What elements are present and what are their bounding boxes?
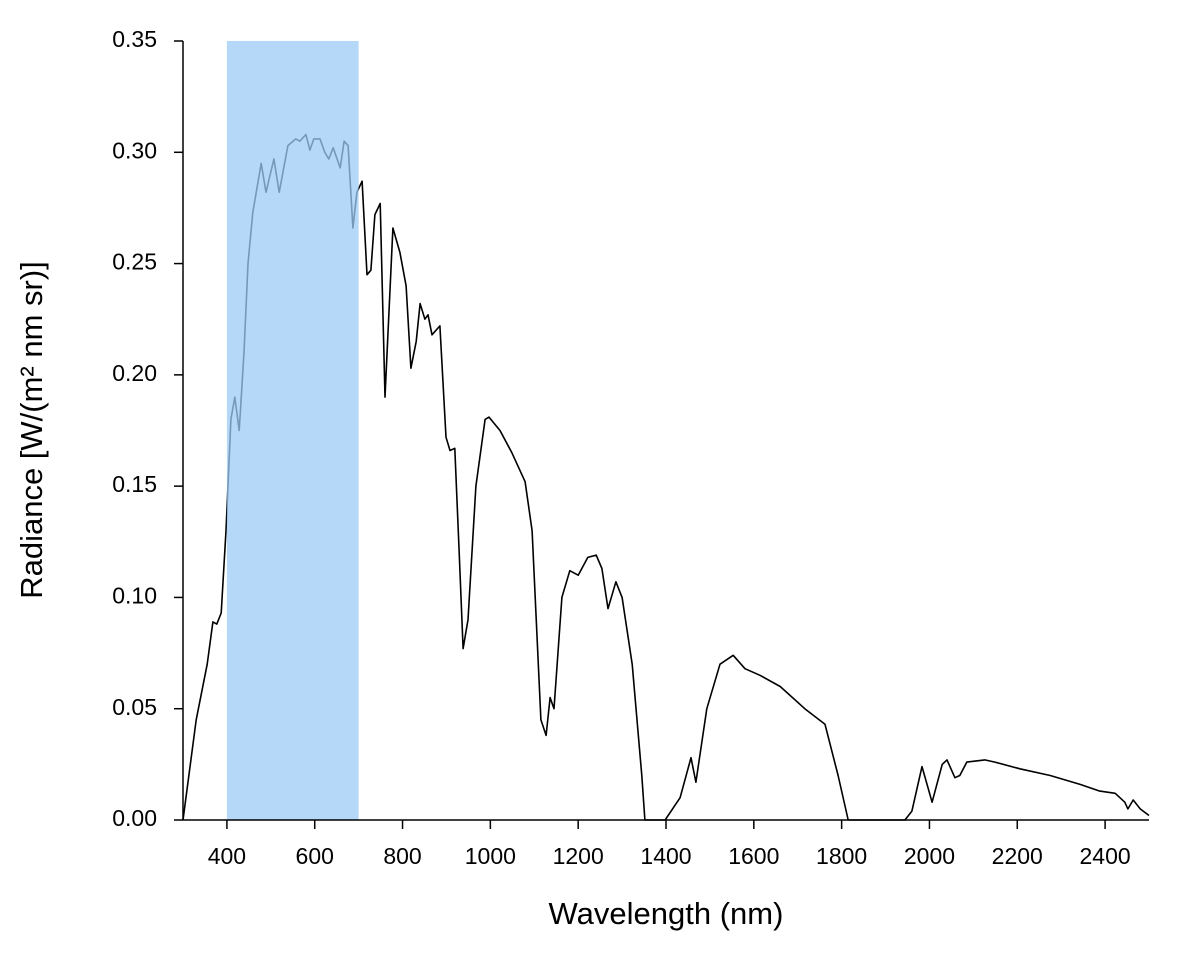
x-tick-label: 1200	[553, 843, 604, 869]
y-axis-label: Radiance [W/(m² nm sr)]	[14, 261, 49, 599]
y-tick-label: 0.10	[112, 583, 157, 609]
y-tick-label: 0.15	[112, 471, 157, 497]
y-tick-label: 0.30	[112, 137, 157, 163]
y-tick-label: 0.25	[112, 249, 157, 275]
x-tick-label: 600	[296, 843, 334, 869]
x-tick-label: 1000	[465, 843, 516, 869]
y-tick-label: 0.35	[112, 26, 157, 52]
x-tick-label: 1400	[640, 843, 691, 869]
x-tick-label: 2400	[1080, 843, 1131, 869]
highlight-band	[226, 41, 359, 820]
y-tick-label: 0.20	[112, 360, 157, 386]
x-tick-label: 800	[383, 843, 421, 869]
x-tick-label: 400	[208, 843, 246, 869]
y-tick-label: 0.05	[112, 694, 157, 720]
x-tick-label: 1600	[728, 843, 779, 869]
x-axis-label: Wavelength (nm)	[549, 896, 784, 931]
x-tick-label: 2200	[992, 843, 1043, 869]
x-tick-label: 1800	[816, 843, 867, 869]
x-tick-label: 2000	[904, 843, 955, 869]
y-tick-label: 0.00	[112, 805, 157, 831]
